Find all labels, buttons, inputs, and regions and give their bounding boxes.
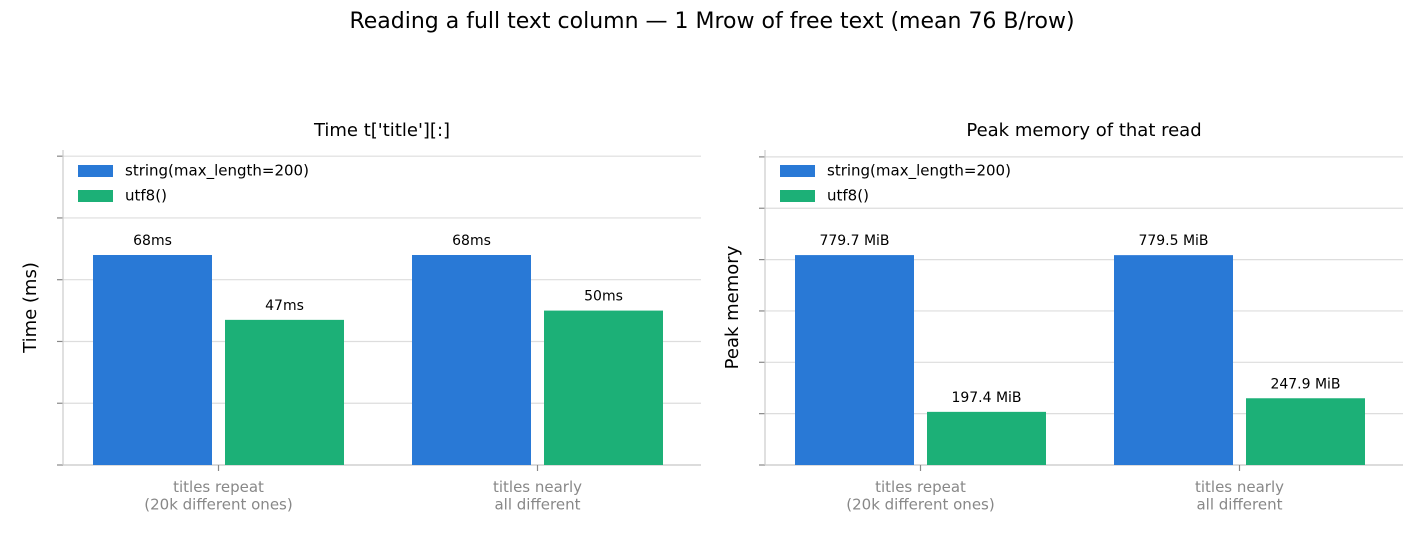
value-label: 47ms [265, 298, 304, 314]
value-label: 779.5 MiB [1138, 233, 1208, 249]
subplot: Peak memory of that read Peak memory title… [722, 120, 1403, 513]
legend-swatch [780, 165, 815, 177]
figure-title: Reading a full text column — 1 Mrow of f… [349, 9, 1074, 34]
legend-label: utf8() [827, 187, 869, 205]
bar [1114, 255, 1233, 465]
y-axis-label: Time (ms) [20, 262, 41, 354]
subplot-title: Time t['title'][:] [313, 120, 450, 141]
bar [225, 319, 344, 465]
subplot-title: Peak memory of that read [966, 120, 1201, 141]
bar [93, 255, 212, 465]
legend-swatch [78, 165, 113, 177]
subplot: Time t['title'][:] Time (ms) titles repeat… [20, 120, 701, 513]
y-axis-label: Peak memory [722, 245, 743, 369]
bar [795, 255, 914, 465]
value-label: 68ms [133, 233, 172, 249]
x-tick-label: titles nearly all different [1195, 478, 1284, 513]
value-label: 247.9 MiB [1270, 376, 1340, 392]
legend-swatch [78, 190, 113, 202]
legend-label: utf8() [125, 187, 167, 205]
legend-swatch [780, 190, 815, 202]
value-label: 779.7 MiB [819, 233, 889, 249]
x-tick-label: titles nearly all different [493, 478, 582, 513]
bar [412, 255, 531, 465]
legend-label: string(max_length=200) [125, 162, 309, 181]
value-label: 68ms [452, 233, 491, 249]
legend-label: string(max_length=200) [827, 162, 1011, 181]
x-tick-label: titles repeat (20k different ones) [144, 478, 292, 513]
value-label: 50ms [584, 289, 623, 305]
bar [1246, 398, 1365, 465]
x-tick-label: titles repeat (20k different ones) [846, 478, 994, 513]
bar [927, 411, 1046, 465]
bar [544, 310, 663, 465]
value-label: 197.4 MiB [951, 390, 1021, 406]
